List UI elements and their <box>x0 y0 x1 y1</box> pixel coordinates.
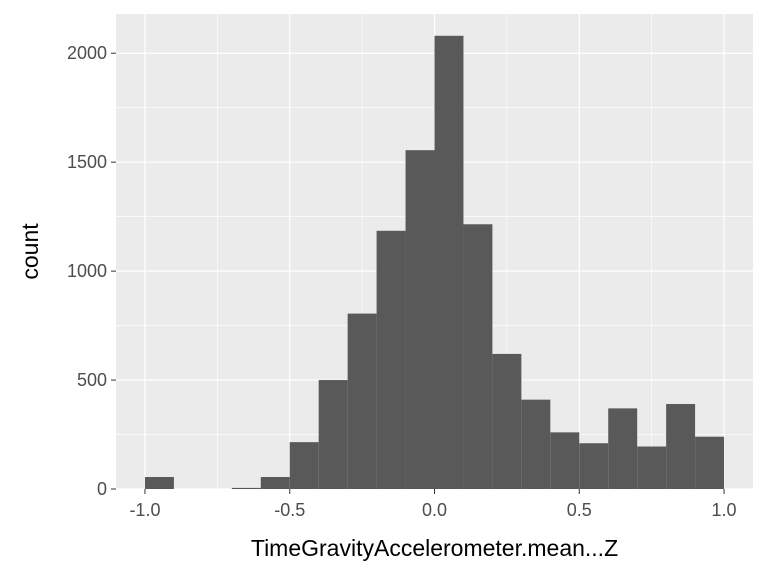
histogram-bar <box>521 399 551 489</box>
y-tick-label: 0 <box>97 479 107 499</box>
x-tick-label: 0.5 <box>567 500 592 520</box>
y-tick-label: 1500 <box>67 152 107 172</box>
y-tick-label: 500 <box>77 370 107 390</box>
histogram-bar <box>231 487 261 489</box>
histogram-bars <box>144 35 725 489</box>
x-axis-ticks: -1.0 -0.5 0.0 0.5 1.0 <box>129 489 737 520</box>
y-axis-title: count <box>17 223 43 280</box>
y-tick-label: 2000 <box>67 43 107 63</box>
histogram-bar <box>608 408 638 489</box>
histogram-bar <box>492 353 522 489</box>
histogram-bar <box>463 224 493 489</box>
x-tick-label: -1.0 <box>129 500 160 520</box>
x-tick-label: -0.5 <box>274 500 305 520</box>
histogram-bar <box>579 443 609 489</box>
histogram-bar <box>434 35 464 489</box>
histogram-bar <box>347 313 377 489</box>
histogram-bar <box>405 150 435 489</box>
x-axis-title: TimeGravityAccelerometer.mean...Z <box>251 535 618 561</box>
histogram-bar <box>289 442 319 489</box>
x-tick-label: 0.0 <box>422 500 447 520</box>
histogram-bar <box>666 404 696 489</box>
histogram-bar <box>695 436 725 489</box>
histogram-bar <box>144 477 174 489</box>
histogram-bar <box>318 380 348 489</box>
histogram-bar <box>550 432 580 489</box>
y-axis-ticks: 0 500 1000 1500 2000 <box>67 43 116 499</box>
y-tick-label: 1000 <box>67 261 107 281</box>
x-tick-label: 1.0 <box>712 500 737 520</box>
histogram-bar <box>376 230 406 489</box>
histogram-bar <box>637 446 667 489</box>
histogram-bar <box>260 477 290 489</box>
